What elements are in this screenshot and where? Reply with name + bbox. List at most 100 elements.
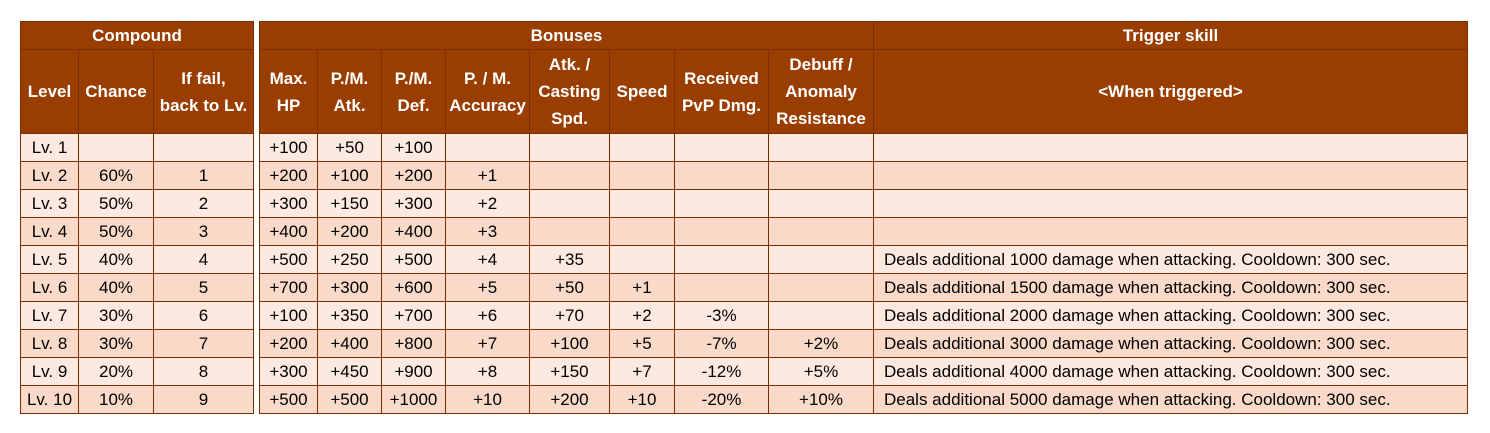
max-hp-cell: +400 — [259, 217, 318, 246]
table-row: Lv. 7 30% 6 — [20, 301, 254, 330]
casting-speed-cell: +35 — [529, 245, 610, 274]
pm-def-cell: +600 — [381, 273, 446, 302]
table-row: Lv. 8 30% 7 — [20, 329, 254, 358]
table-row: +700 +300 +600 +5 +50 +1 Deals additional 1500… — [259, 273, 1468, 302]
casting-speed-line1: Atk. / — [548, 55, 591, 74]
casting-speed-cell: +100 — [529, 329, 610, 358]
chance-cell: 50% — [78, 217, 154, 246]
pm-atk-header: P./M. Atk. — [317, 49, 382, 134]
max-hp-cell: +500 — [259, 245, 318, 274]
table-row: Lv. 10 10% 9 — [20, 385, 254, 414]
table-row: Lv. 4 50% 3 — [20, 217, 254, 246]
max-hp-cell: +700 — [259, 273, 318, 302]
speed-cell: +2 — [609, 301, 675, 330]
back-to-level-cell — [153, 133, 254, 162]
pm-def-cell: +800 — [381, 329, 446, 358]
casting-speed-cell: +70 — [529, 301, 610, 330]
speed-cell — [609, 161, 675, 190]
chance-cell: 40% — [78, 245, 154, 274]
pm-atk-cell: +50 — [317, 133, 382, 162]
pvp-dmg-cell — [674, 161, 769, 190]
level-cell: Lv. 3 — [20, 189, 79, 218]
trigger-skill-cell: Deals additional 1000 damage when attack… — [873, 245, 1468, 274]
accuracy-cell: +10 — [445, 385, 530, 414]
trigger-skill-cell — [873, 217, 1468, 246]
level-cell: Lv. 8 — [20, 329, 79, 358]
debuff-resistance-cell — [768, 245, 874, 274]
max-hp-cell: +200 — [259, 161, 318, 190]
compound-header: Compound — [20, 21, 254, 50]
bonus-table: Bonuses Trigger skill Max. HP P./M. Atk. P… — [259, 21, 1468, 414]
back-to-level-cell: 3 — [153, 217, 254, 246]
level-cell: Lv. 5 — [20, 245, 79, 274]
accuracy-cell: +7 — [445, 329, 530, 358]
speed-cell: +7 — [609, 357, 675, 386]
pm-def-cell: +400 — [381, 217, 446, 246]
pm-atk-cell: +450 — [317, 357, 382, 386]
trigger-skill-cell — [873, 189, 1468, 218]
casting-speed-cell — [529, 133, 610, 162]
debuff-resistance-cell — [768, 133, 874, 162]
back-to-level-cell: 7 — [153, 329, 254, 358]
pvp-dmg-cell — [674, 133, 769, 162]
pm-def-cell: +1000 — [381, 385, 446, 414]
pvp-dmg-cell — [674, 273, 769, 302]
accuracy-cell: +4 — [445, 245, 530, 274]
table-row: +400 +200 +400 +3 — [259, 217, 1468, 246]
debuff-resistance-cell — [768, 217, 874, 246]
accuracy-line1: P. / M. — [464, 68, 511, 88]
trigger-skill-header: Trigger skill — [873, 21, 1468, 50]
casting-speed-header: Atk. / Casting Spd. — [529, 49, 610, 134]
compound-table-body: Lv. 1 Lv. 2 60% 1 Lv. 3 50% 2 Lv. 4 50% 3 Lv. 5 40%… — [20, 133, 254, 414]
bonus-table-wrapper: Bonuses Trigger skill Max. HP P./M. Atk. P… — [259, 21, 1468, 414]
casting-speed-cell — [529, 189, 610, 218]
chance-cell: 10% — [78, 385, 154, 414]
pm-def-cell: +300 — [381, 189, 446, 218]
level-cell: Lv. 1 — [20, 133, 79, 162]
accuracy-cell: +1 — [445, 161, 530, 190]
casting-speed-line3: Spd. — [551, 109, 588, 128]
trigger-skill-cell: Deals additional 1500 damage when attack… — [873, 273, 1468, 302]
pm-atk-cell: +200 — [317, 217, 382, 246]
pvp-dmg-line1: Received — [684, 68, 759, 88]
speed-header: Speed — [609, 49, 675, 134]
if-fail-line2: back to Lv. — [159, 95, 248, 115]
max-hp-line2: HP — [276, 95, 301, 115]
debuff-resistance-cell: +2% — [768, 329, 874, 358]
table-row: +200 +400 +800 +7 +100 +5 -7% +2% Deals addition… — [259, 329, 1468, 358]
level-cell: Lv. 4 — [20, 217, 79, 246]
max-hp-cell: +300 — [259, 189, 318, 218]
debuff-resistance-cell — [768, 161, 874, 190]
accuracy-cell: +6 — [445, 301, 530, 330]
table-row: Lv. 9 20% 8 — [20, 357, 254, 386]
pm-def-cell: +100 — [381, 133, 446, 162]
back-to-level-cell: 8 — [153, 357, 254, 386]
chance-cell: 30% — [78, 329, 154, 358]
accuracy-cell: +3 — [445, 217, 530, 246]
table-row: Lv. 5 40% 4 — [20, 245, 254, 274]
pm-def-cell: +700 — [381, 301, 446, 330]
back-to-level-cell: 1 — [153, 161, 254, 190]
pm-def-header: P./M. Def. — [381, 49, 446, 134]
max-hp-cell: +500 — [259, 385, 318, 414]
table-row: Lv. 2 60% 1 — [20, 161, 254, 190]
debuff-resistance-header: Debuff / Anomaly Resistance — [768, 49, 874, 134]
trigger-skill-cell: Deals additional 2000 damage when attack… — [873, 301, 1468, 330]
pm-atk-line1: P./M. — [330, 68, 369, 88]
speed-cell: +5 — [609, 329, 675, 358]
chance-cell: 40% — [78, 273, 154, 302]
level-cell: Lv. 10 — [20, 385, 79, 414]
pvp-dmg-cell — [674, 217, 769, 246]
bonus-table-body: +100 +50 +100 +200 +100 +200 +1 +300 +150 +300 +2 +… — [259, 133, 1468, 414]
pvp-dmg-line2: PvP Dmg. — [681, 95, 762, 115]
speed-cell — [609, 217, 675, 246]
table-row: +300 +450 +900 +8 +150 +7 -12% +5% Deals additio… — [259, 357, 1468, 386]
level-cell: Lv. 7 — [20, 301, 79, 330]
trigger-skill-cell — [873, 133, 1468, 162]
casting-speed-line2: Casting — [538, 82, 601, 101]
max-hp-cell: +100 — [259, 133, 318, 162]
pm-def-cell: +500 — [381, 245, 446, 274]
speed-cell — [609, 189, 675, 218]
casting-speed-cell — [529, 217, 610, 246]
pvp-dmg-cell — [674, 189, 769, 218]
